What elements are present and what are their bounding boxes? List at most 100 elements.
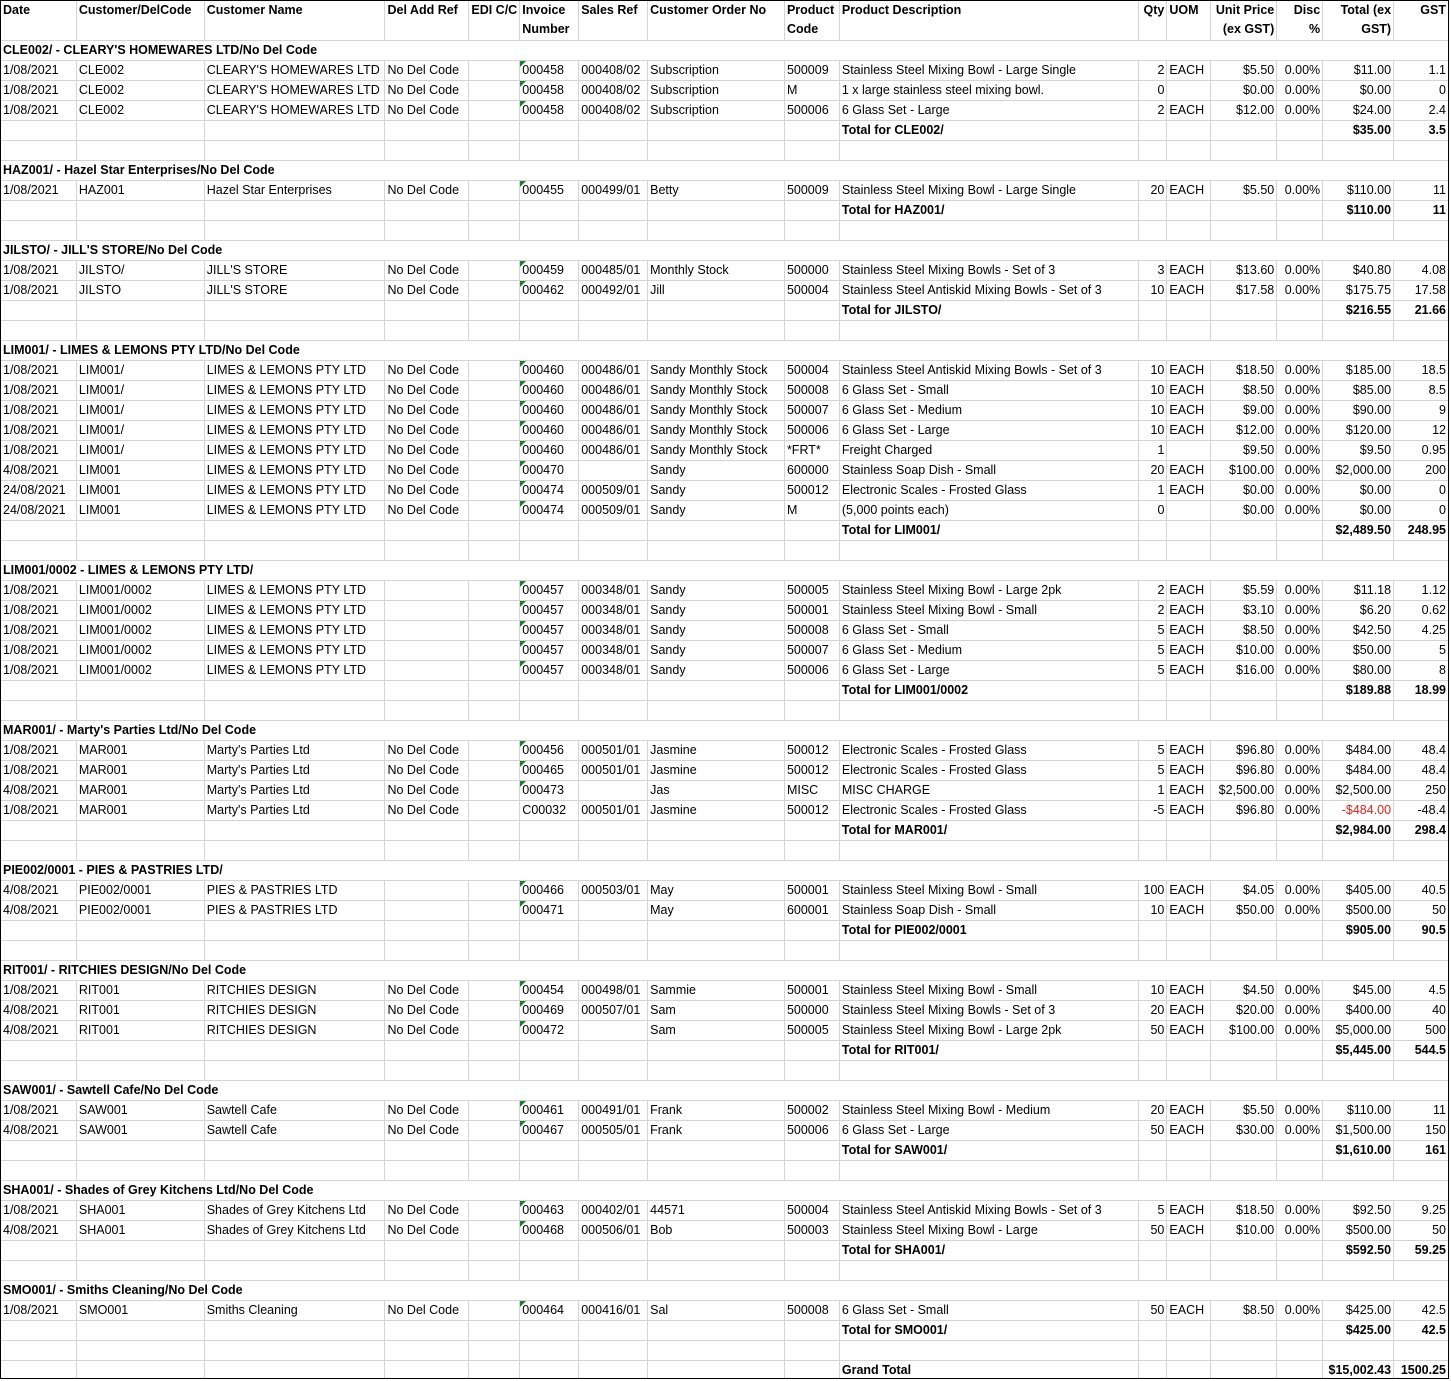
customer-order-no-cell[interactable]: Sandy [648, 461, 785, 480]
group-total-value[interactable]: $1,610.00 [1323, 1141, 1395, 1160]
edi-cc-cell[interactable] [469, 501, 521, 520]
qty-cell[interactable]: 1 [1139, 481, 1168, 500]
uom-cell[interactable]: EACH [1167, 601, 1212, 620]
disc-cell[interactable]: 0.00% [1277, 421, 1324, 440]
edi-cc-cell[interactable] [469, 141, 521, 160]
del-add-ref-cell[interactable] [385, 1241, 470, 1260]
customer-name-cell[interactable]: Smiths Cleaning [205, 1301, 386, 1320]
customer-code-cell[interactable] [77, 1041, 205, 1060]
disc-cell[interactable] [1277, 221, 1324, 240]
del-add-ref-cell[interactable]: No Del Code [385, 181, 470, 200]
edi-cc-cell[interactable] [469, 221, 521, 240]
disc-header[interactable]: Disc % [1277, 1, 1324, 40]
product-code-cell[interactable]: 500008 [785, 381, 840, 400]
del-add-ref-cell[interactable] [385, 1041, 470, 1060]
gst-cell[interactable]: 8 [1439, 663, 1446, 677]
total-cell[interactable]: $425.00 [1323, 1301, 1395, 1320]
total-cell[interactable]: $484.00 [1323, 761, 1395, 780]
uom-cell[interactable] [1167, 941, 1212, 960]
edi-cc-cell[interactable] [469, 1121, 521, 1140]
disc-cell[interactable]: 0.00% [1277, 1101, 1324, 1120]
product-description-cell[interactable]: Stainless Soap Dish - Small [840, 461, 1140, 480]
del-add-ref-cell[interactable]: No Del Code [385, 481, 470, 500]
customer-name-cell[interactable]: RITCHIES DESIGN [205, 981, 386, 1000]
invoice-number-cell[interactable] [520, 541, 580, 560]
qty-cell[interactable] [1139, 701, 1168, 720]
disc-cell[interactable] [1277, 1061, 1324, 1080]
product-code-cell[interactable]: 500004 [785, 361, 840, 380]
customer-name-cell[interactable] [205, 221, 386, 240]
date-cell[interactable] [1, 821, 77, 840]
customer-order-no-cell[interactable] [648, 1041, 785, 1060]
uom-cell[interactable] [1167, 501, 1212, 520]
unit-price-cell[interactable]: $4.05 [1211, 881, 1278, 900]
qty-cell[interactable]: 2 [1139, 601, 1168, 620]
product-code-cell[interactable] [785, 681, 840, 700]
edi-cc-cell[interactable] [469, 601, 521, 620]
sales-ref-cell[interactable] [579, 821, 649, 840]
uom-cell[interactable]: EACH [1167, 881, 1212, 900]
product-description-cell[interactable]: 6 Glass Set - Small [840, 1301, 1140, 1320]
group-gst-value[interactable]: 248.95 [1407, 523, 1446, 537]
sales-ref-cell[interactable] [579, 1021, 649, 1040]
product-code-cell[interactable] [785, 121, 840, 140]
date-cell[interactable] [1, 701, 77, 720]
customer-order-no-cell[interactable]: Sandy Monthly Stock [648, 441, 785, 460]
uom-cell[interactable]: EACH [1167, 761, 1212, 780]
gst-cell[interactable]: 11 [1433, 183, 1446, 197]
del-add-ref-cell[interactable]: No Del Code [385, 441, 470, 460]
customer-code-cell[interactable]: SAW001 [77, 1121, 205, 1140]
disc-cell[interactable] [1277, 821, 1324, 840]
customer-name-cell[interactable]: CLEARY'S HOMEWARES LTD [205, 101, 386, 120]
customer-name-cell[interactable] [205, 1241, 386, 1260]
customer-order-no-cell[interactable]: Bob [648, 1221, 785, 1240]
disc-cell[interactable]: 0.00% [1277, 441, 1324, 460]
disc-cell[interactable] [1277, 1261, 1324, 1280]
edi-cc-cell[interactable] [469, 901, 521, 920]
disc-cell[interactable]: 0.00% [1277, 1301, 1324, 1320]
customer-order-no-cell[interactable] [648, 201, 785, 220]
customer-name-cell[interactable]: LIMES & LEMONS PTY LTD [205, 581, 386, 600]
gst-cell[interactable] [1394, 701, 1448, 720]
customer-code-cell[interactable]: RIT001 [77, 1001, 205, 1020]
customer-name-cell[interactable]: CLEARY'S HOMEWARES LTD [205, 61, 386, 80]
sales-ref-cell[interactable]: 000348/01 [579, 661, 649, 680]
sales-ref-cell[interactable]: 000501/01 [579, 801, 649, 820]
unit-price-cell[interactable]: $0.00 [1211, 81, 1278, 100]
disc-cell[interactable]: 0.00% [1277, 261, 1324, 280]
customer-name-cell[interactable]: LIMES & LEMONS PTY LTD [205, 401, 386, 420]
qty-cell[interactable]: 10 [1139, 281, 1168, 300]
invoice-number-cell[interactable]: 000457 [520, 601, 580, 620]
edi-cc-cell[interactable] [469, 1101, 521, 1120]
grand-total-value[interactable]: $15,002.43 [1323, 1361, 1395, 1378]
group-gst-value[interactable]: 59.25 [1414, 1243, 1446, 1257]
customer-order-no-cell[interactable] [648, 1061, 785, 1080]
product-code-cell[interactable]: 500006 [785, 101, 840, 120]
del-add-ref-cell[interactable] [385, 321, 470, 340]
product-code-cell[interactable]: 600000 [785, 461, 840, 480]
customer-name-cell[interactable] [205, 1061, 386, 1080]
product-description-cell[interactable]: Stainless Steel Antiskid Mixing Bowls - … [840, 281, 1140, 300]
group-gst-value[interactable]: 21.66 [1414, 303, 1446, 317]
customer-order-no-cell[interactable]: Subscription [648, 81, 785, 100]
customer-order-no-cell[interactable] [648, 1161, 785, 1180]
total-cell[interactable]: $120.00 [1323, 421, 1395, 440]
product-code-cell[interactable] [785, 841, 840, 860]
customer-name-cell[interactable]: PIES & PASTRIES LTD [205, 901, 386, 920]
edi-cc-cell[interactable] [469, 841, 521, 860]
group-total-value[interactable]: $905.00 [1323, 921, 1395, 940]
disc-cell[interactable]: 0.00% [1277, 1121, 1324, 1140]
product-code-cell[interactable]: 500002 [785, 1101, 840, 1120]
gst-cell[interactable]: 18.5 [1421, 363, 1446, 377]
gst-cell[interactable]: 150 [1425, 1123, 1446, 1137]
disc-cell[interactable] [1277, 541, 1324, 560]
disc-cell[interactable]: 0.00% [1277, 641, 1324, 660]
date-cell[interactable] [1, 121, 77, 140]
invoice-number-cell[interactable]: 000460 [520, 361, 580, 380]
customer-order-no-cell[interactable]: Subscription [648, 101, 785, 120]
del-add-ref-cell[interactable]: No Del Code [385, 501, 470, 520]
total-cell[interactable]: $2,000.00 [1323, 461, 1395, 480]
invoice-number-cell[interactable]: 000458 [520, 81, 580, 100]
disc-cell[interactable] [1277, 1241, 1324, 1260]
edi-cc-cell[interactable] [469, 1001, 521, 1020]
